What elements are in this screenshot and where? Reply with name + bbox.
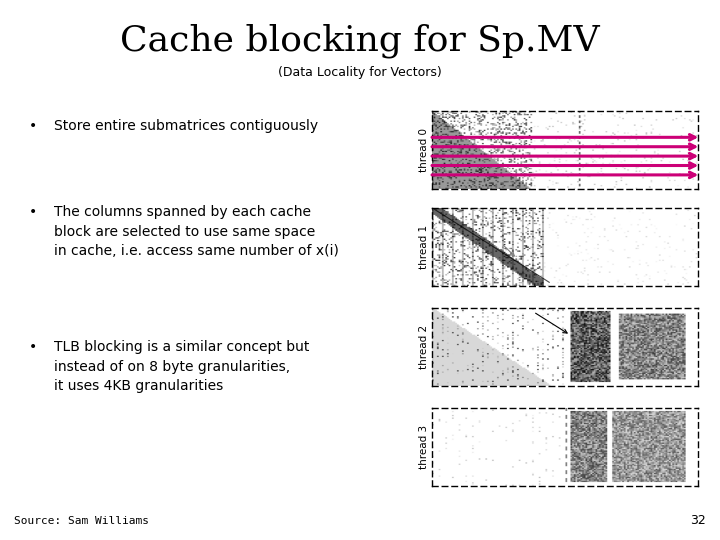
Text: •: • — [29, 340, 37, 354]
Y-axis label: thread 0: thread 0 — [419, 128, 429, 172]
Y-axis label: thread 3: thread 3 — [419, 425, 429, 469]
Text: TLB blocking is a similar concept but
instead of on 8 byte granularities,
it use: TLB blocking is a similar concept but in… — [54, 340, 310, 393]
Text: Cache blocking for Sp.MV: Cache blocking for Sp.MV — [120, 23, 600, 58]
Text: •: • — [29, 205, 37, 219]
Text: Store entire submatrices contiguously: Store entire submatrices contiguously — [54, 119, 318, 133]
Text: 32: 32 — [690, 514, 706, 526]
Y-axis label: thread 1: thread 1 — [419, 225, 429, 269]
Text: The columns spanned by each cache
block are selected to use same space
in cache,: The columns spanned by each cache block … — [54, 205, 339, 258]
Text: Source: Sam Williams: Source: Sam Williams — [14, 516, 150, 526]
Text: (Data Locality for Vectors): (Data Locality for Vectors) — [278, 66, 442, 79]
Y-axis label: thread 2: thread 2 — [419, 325, 429, 369]
Text: •: • — [29, 119, 37, 133]
